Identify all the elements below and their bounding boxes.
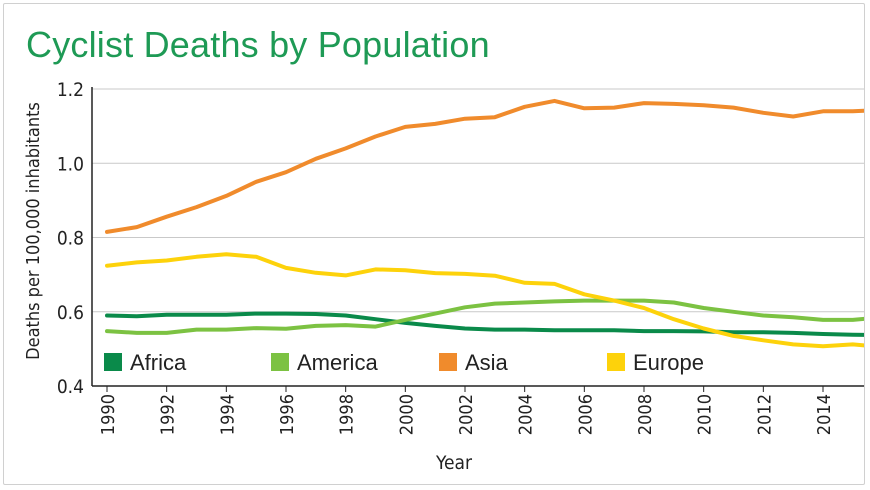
chart-title: Cyclist Deaths by Population xyxy=(26,24,490,65)
y-axis-title: Deaths per 100,000 inhabitants xyxy=(23,102,44,360)
x-tick-label: 2014 xyxy=(814,394,835,435)
legend-swatch-america xyxy=(271,353,289,371)
legend-label-asia: Asia xyxy=(465,350,509,375)
line-chart: 0.4 0.6 0.8 1.0 1.2 1990 1992 1994 1996 1998 2000 2… xyxy=(23,79,864,474)
chart-frame: Cyclist Deaths by Population 0.4 0.6 0.8 1.… xyxy=(3,3,865,485)
x-tick-label: 1994 xyxy=(217,394,238,435)
y-tick-label: 1.0 xyxy=(57,153,84,175)
legend-label-europe: Europe xyxy=(633,350,704,375)
series-line-asia xyxy=(105,98,864,234)
x-tick-label: 2004 xyxy=(516,394,537,435)
legend-label-america: America xyxy=(297,350,378,375)
x-tick-label: 1992 xyxy=(158,394,179,435)
x-axis-title: Year xyxy=(435,452,473,474)
legend-label-africa: Africa xyxy=(130,350,187,375)
x-tick-label: 1998 xyxy=(337,394,358,435)
x-tick-label: 1990 xyxy=(98,394,119,435)
legend-swatch-africa xyxy=(104,353,122,371)
x-tick-label: 2002 xyxy=(456,394,477,435)
series-line-africa xyxy=(105,311,864,337)
y-tick-label: 0.6 xyxy=(57,302,84,324)
legend-swatch-europe xyxy=(607,353,625,371)
x-tick-label: 1996 xyxy=(277,394,298,435)
legend-swatch-asia xyxy=(439,353,457,371)
y-tick-label: 1.2 xyxy=(57,79,84,101)
x-tick-label: 2008 xyxy=(635,394,656,435)
x-tick-label: 2000 xyxy=(396,394,417,435)
y-tick-label: 0.4 xyxy=(57,376,84,398)
x-tick-label: 2010 xyxy=(695,394,716,435)
series-line-america xyxy=(105,298,864,335)
x-tick-label: 2006 xyxy=(575,394,596,435)
y-tick-label: 0.8 xyxy=(57,228,84,250)
series-line-europe xyxy=(105,252,864,349)
x-tick-label: 2012 xyxy=(754,394,775,435)
